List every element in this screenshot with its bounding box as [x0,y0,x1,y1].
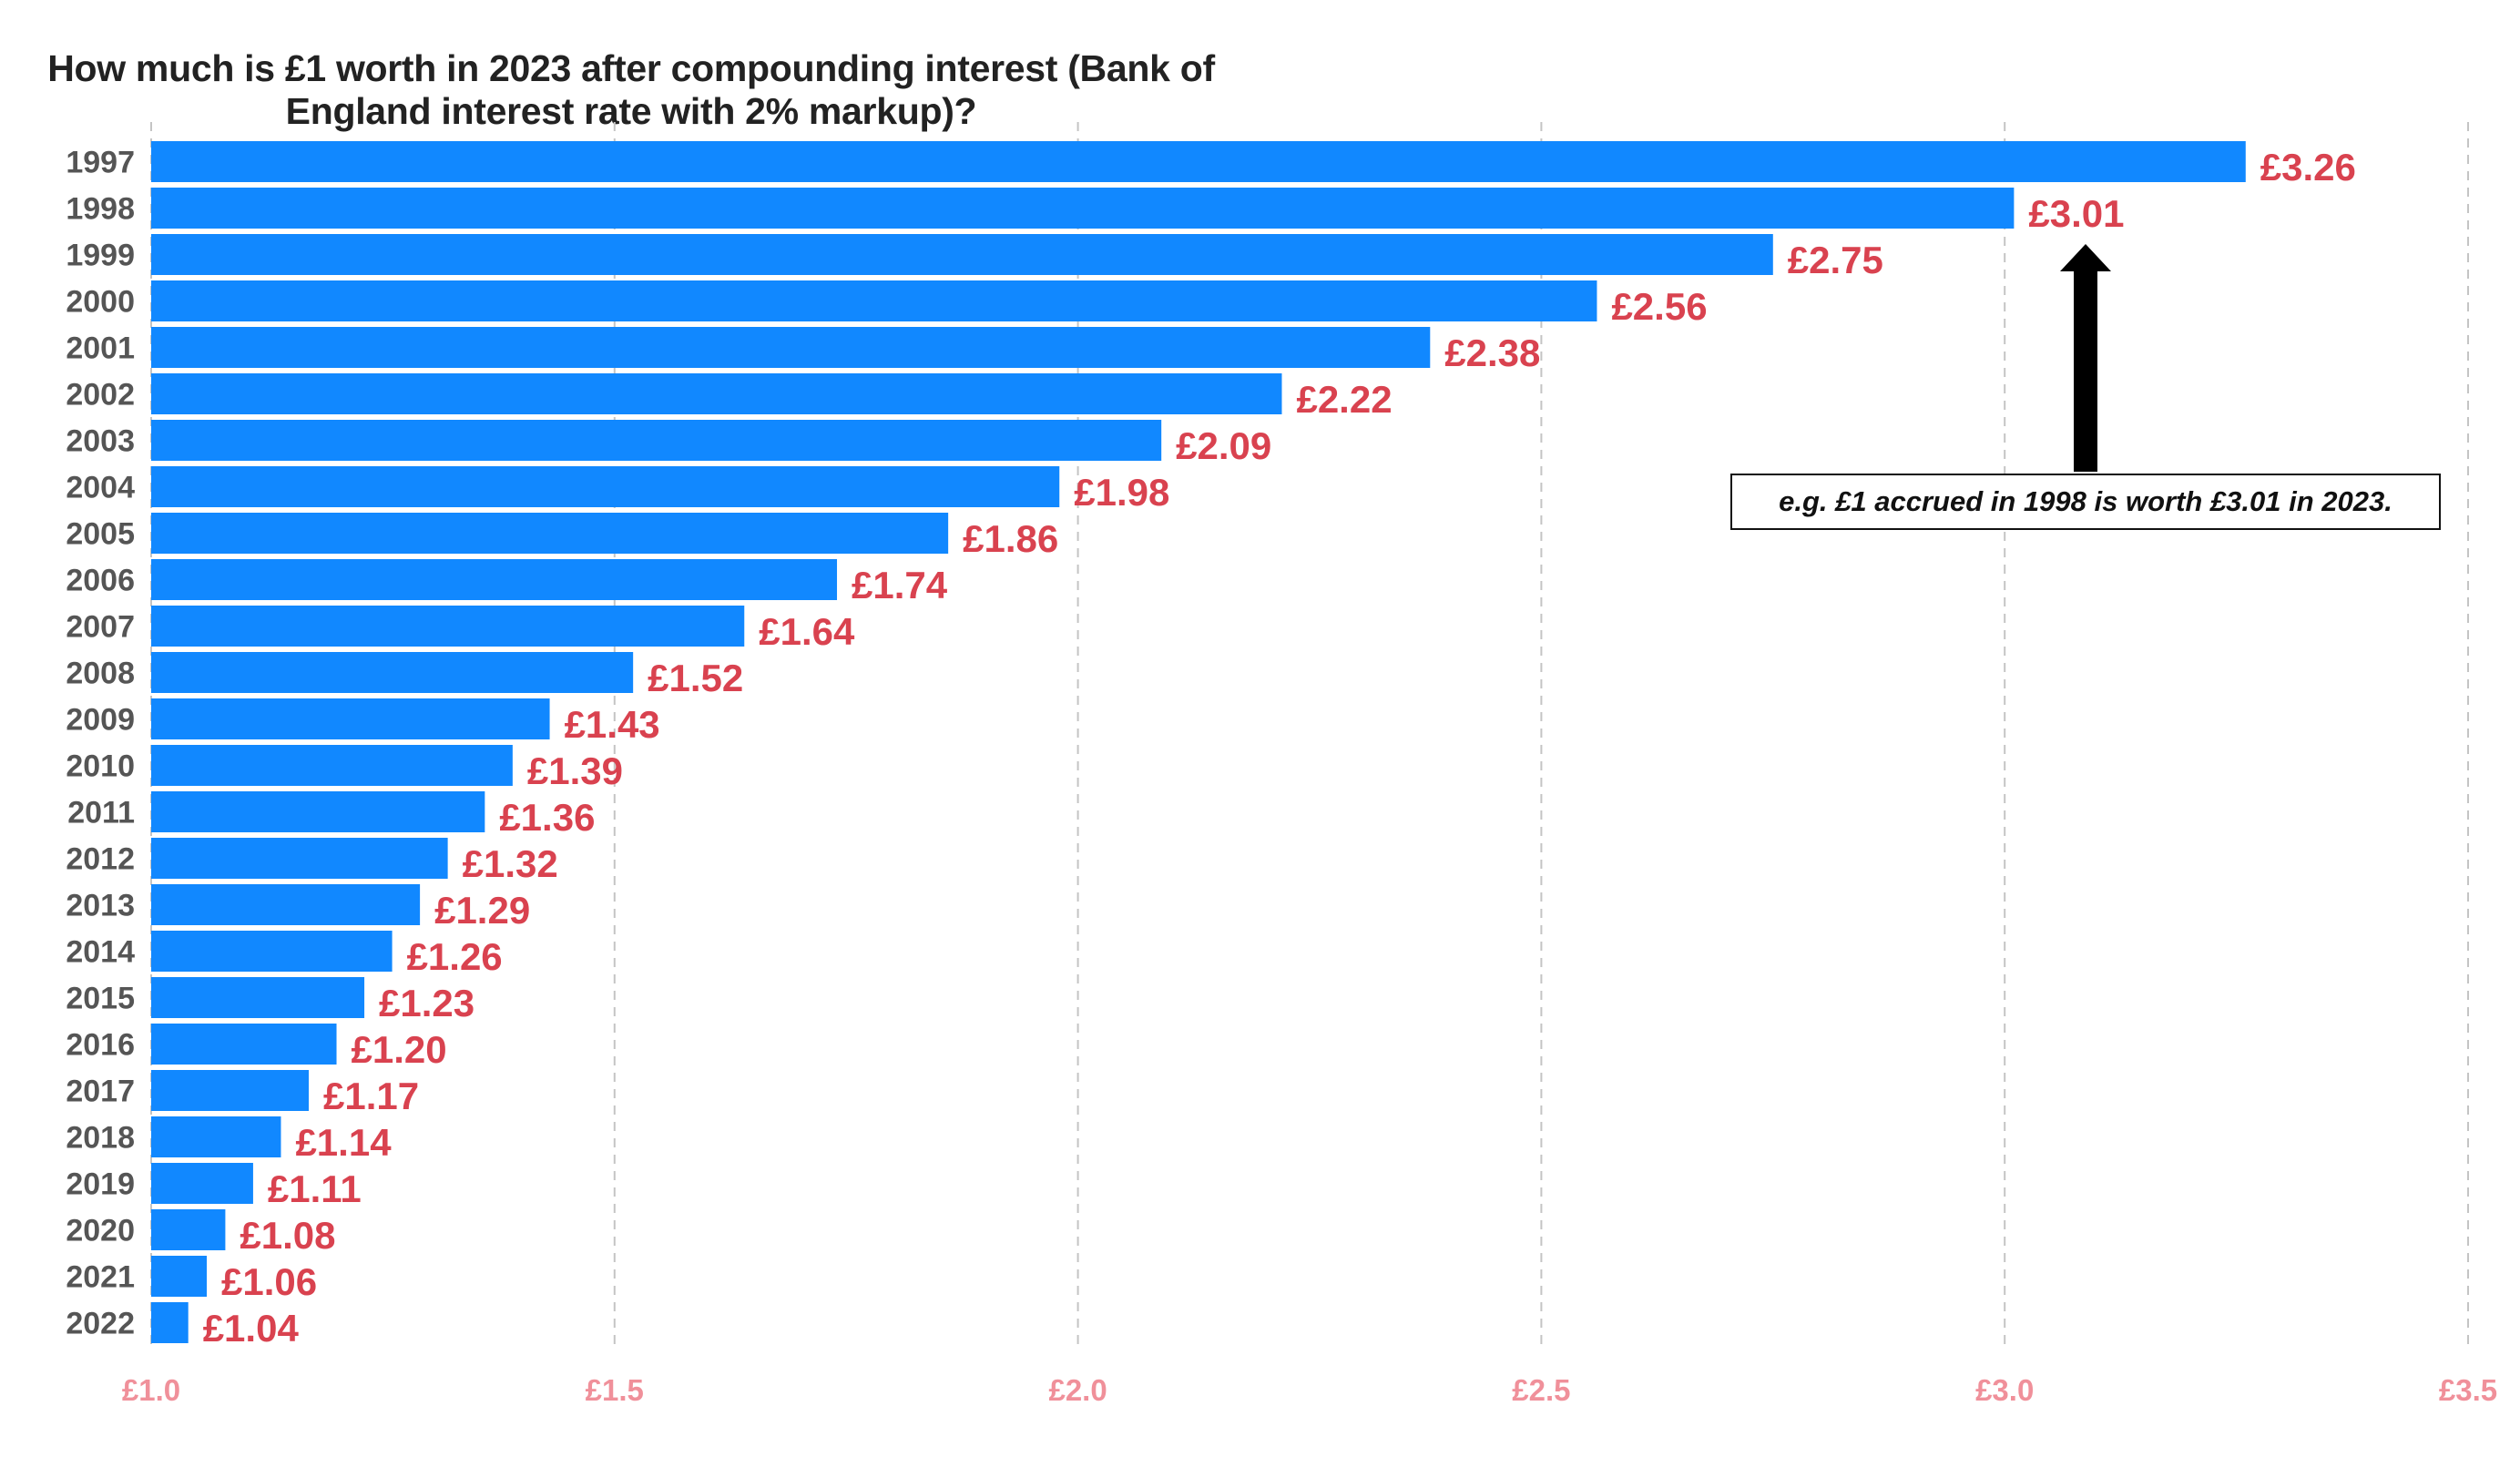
data-label: £1.08 [240,1214,335,1257]
data-label: £1.26 [407,935,503,978]
data-label: £1.04 [203,1307,300,1350]
bar [151,884,421,925]
annotation-box: e.g. £1 accrued in 1998 is worth £3.01 i… [1730,474,2441,530]
bar [151,280,1597,321]
bar [151,606,745,647]
data-label: £2.22 [1296,378,1392,421]
bar [151,188,2015,229]
category-label: 2000 [66,285,135,320]
data-label: £1.11 [268,1167,362,1210]
category-label: 2016 [66,1028,135,1063]
data-label: £2.75 [1788,239,1883,281]
data-label: £2.38 [1444,331,1540,374]
data-label: £1.17 [323,1075,419,1117]
arrow-head [2060,244,2111,271]
bar [151,1070,309,1111]
data-label: £1.36 [499,796,595,839]
x-tick-label: £3.0 [1975,1373,2034,1407]
category-label: 2014 [66,935,135,970]
category-label: 2003 [66,424,135,459]
data-label: £2.56 [1611,285,1707,328]
bar [151,234,1773,275]
category-label: 2021 [66,1260,135,1295]
bar [151,791,485,832]
data-label: £1.06 [221,1260,317,1303]
data-label: £1.98 [1074,471,1169,514]
bar [151,373,1282,414]
bar [151,652,634,693]
bar [151,466,1060,507]
category-label: 2011 [67,796,135,830]
category-label: 2015 [66,982,135,1016]
data-label: £1.86 [963,517,1058,560]
x-tick-labels: £1.0 £1.5 £2.0 £2.5 £3.0 £3.5 [122,1373,2497,1407]
bar [151,327,1431,368]
category-label: 2017 [66,1075,135,1109]
x-tick-label: £3.5 [2439,1373,2497,1407]
bar [151,698,550,739]
category-label: 2001 [66,331,135,366]
category-label: 2020 [66,1214,135,1248]
category-label: 2006 [66,564,135,598]
category-label: 2013 [66,889,135,923]
bar [151,838,448,879]
data-label: £2.09 [1176,424,1271,467]
data-label: £1.29 [434,889,530,932]
data-label: £1.74 [852,564,948,606]
x-tick-label: £1.0 [122,1373,180,1407]
category-label: 2005 [66,517,135,552]
data-labels: £3.26 £3.01 £2.75 £2.56 £2.38 £2.22 £2.09£1.98… [203,146,2356,1350]
category-label: 2002 [66,378,135,413]
bar [151,513,949,554]
bar [151,1256,208,1297]
bars [151,141,2246,1343]
x-tick-label: £2.0 [1048,1373,1107,1407]
data-label: £1.64 [759,610,855,653]
data-label: £1.39 [527,749,623,792]
data-label: £1.20 [352,1028,447,1071]
bar [151,1209,226,1250]
category-labels: 1997 1998 1999 2000 2001 2002 2003 2004 2005 2006… [66,146,135,1341]
category-label: 2009 [66,703,135,738]
bar [151,559,838,600]
category-label: 1997 [66,146,135,180]
category-label: 2004 [66,471,135,505]
bar [151,931,393,972]
bar [151,1302,189,1343]
data-label: £1.52 [648,657,743,699]
data-label: £3.26 [2260,146,2356,188]
category-label: 2022 [66,1307,135,1341]
bar [151,977,365,1018]
category-label: 2019 [66,1167,135,1202]
category-label: 2012 [66,842,135,877]
data-label: £1.32 [463,842,558,885]
data-label: £1.14 [295,1121,392,1164]
arrow-shaft [2074,268,2097,472]
category-label: 2010 [66,749,135,784]
category-label: 2007 [66,610,135,645]
annotation-arrow [2060,244,2111,472]
bar [151,1024,337,1065]
chart-title: How much is £1 worth in 2023 after compo… [47,47,1215,132]
bar [151,141,2246,182]
annotation-text: e.g. £1 accrued in 1998 is worth £3.01 i… [1779,485,2392,517]
bar [151,1163,253,1204]
bar [151,1116,281,1157]
category-label: 2018 [66,1121,135,1156]
category-label: 1998 [66,192,135,227]
category-label: 2008 [66,657,135,691]
category-label: 1999 [66,239,135,273]
data-label: £3.01 [2028,192,2124,235]
bar [151,745,513,786]
x-tick-label: £1.5 [586,1373,644,1407]
bar [151,420,1162,461]
data-label: £1.43 [565,703,660,746]
data-label: £1.23 [379,982,474,1024]
x-tick-label: £2.5 [1512,1373,1570,1407]
